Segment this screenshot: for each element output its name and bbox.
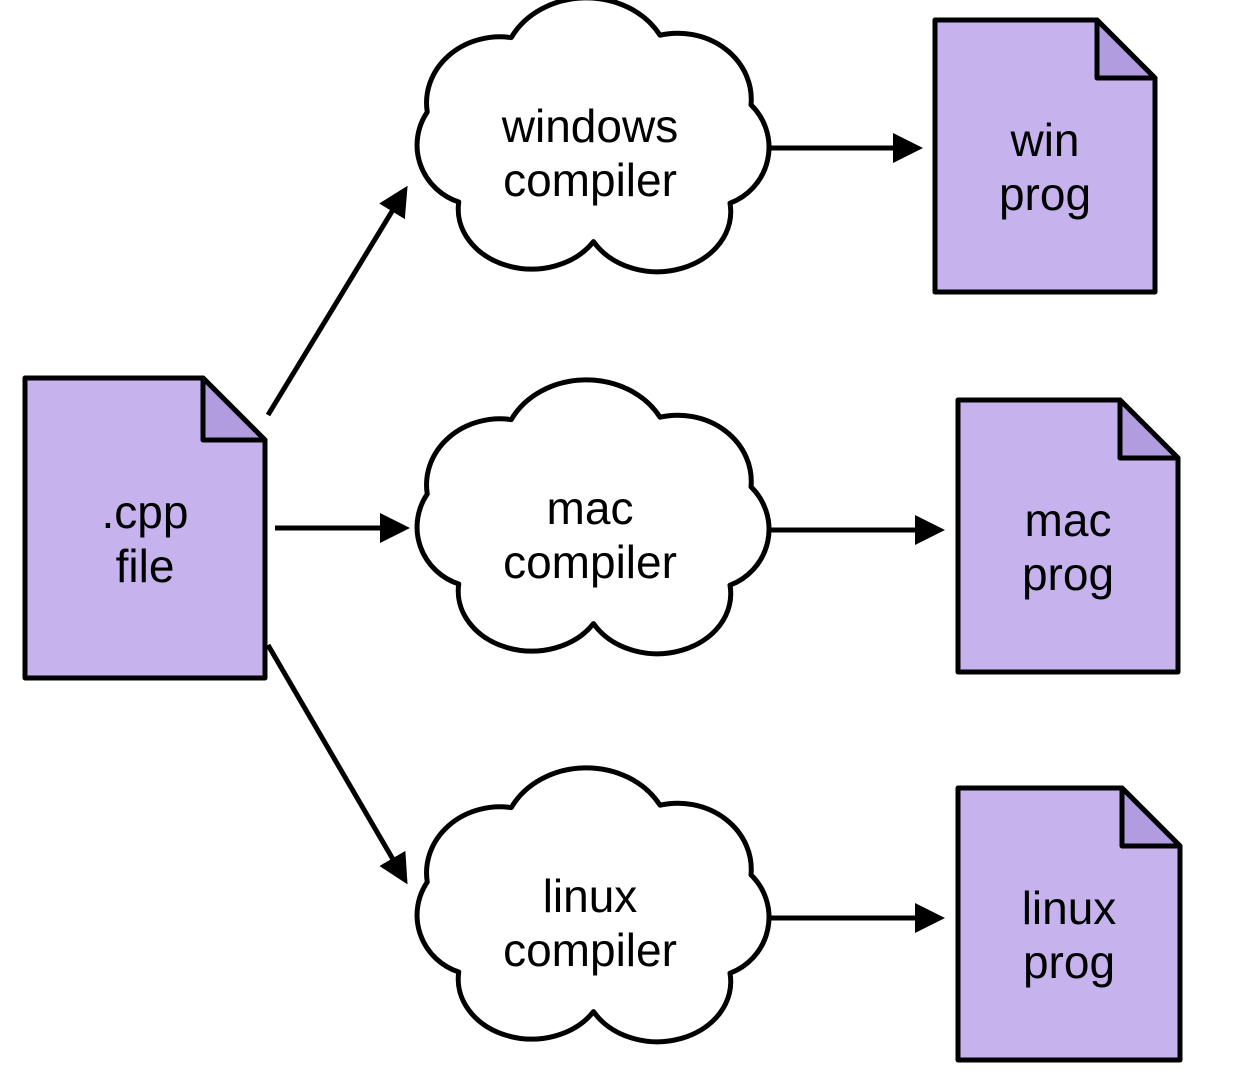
win-prog-label1: win [1009,114,1079,166]
edge-source-win-compiler [268,190,405,415]
mac-prog-label2: prog [1022,548,1114,600]
source: .cppfile [25,378,265,678]
linux-prog-label2: prog [1023,936,1115,988]
mac-compiler-label1: mac [547,482,634,534]
linux-prog: linuxprog [958,788,1180,1060]
mac-compiler: maccompiler [417,380,769,654]
win-compiler-label1: windows [501,100,678,152]
linux-compiler-label1: linux [543,870,638,922]
linux-prog-label1: linux [1022,882,1117,934]
win-compiler: windowscompiler [417,0,769,272]
linux-compiler: linuxcompiler [417,768,769,1042]
win-prog: winprog [935,20,1155,292]
mac-prog-label1: mac [1025,494,1112,546]
source-label1: .cpp [102,486,189,538]
win-prog-label2: prog [999,168,1091,220]
win-compiler-label2: compiler [503,154,677,206]
source-label2: file [116,540,175,592]
mac-compiler-label2: compiler [503,536,677,588]
mac-prog: macprog [958,400,1178,672]
compiler-flowchart: .cppfilewindowscompilermaccompilerlinuxc… [0,0,1236,1086]
linux-compiler-label2: compiler [503,924,677,976]
edge-source-linux-compiler [268,645,405,880]
